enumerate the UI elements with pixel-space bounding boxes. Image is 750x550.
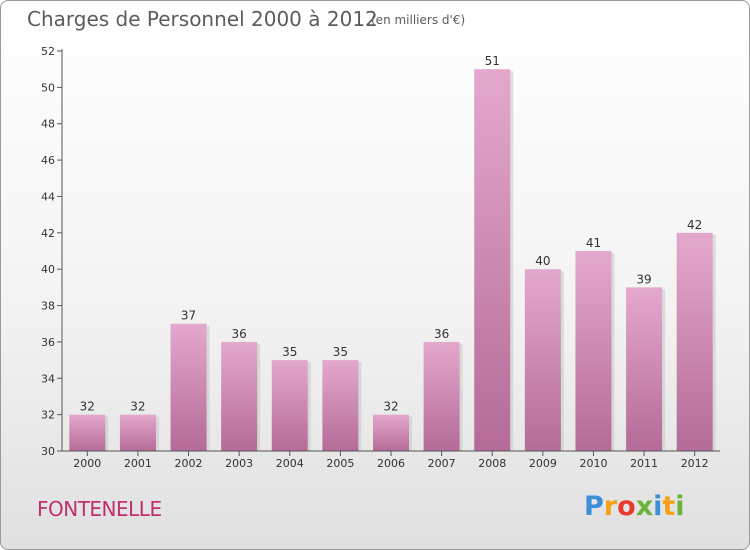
x-tick-label: 2010 (579, 457, 607, 470)
y-tick-label: 44 (41, 190, 55, 203)
y-tick-label: 52 (41, 45, 55, 58)
chart-title: Charges de Personnel 2000 à 2012 (27, 7, 378, 31)
y-tick-label: 40 (41, 263, 55, 276)
x-tick-label: 2000 (73, 457, 101, 470)
bar (373, 414, 409, 451)
y-tick-label: 48 (41, 118, 55, 131)
bar (322, 360, 359, 451)
y-tick-label: 36 (41, 336, 55, 349)
bar (119, 414, 156, 451)
logo-letter: t (662, 491, 676, 522)
data-label: 40 (535, 254, 550, 268)
proxiti-logo: Proxiti (584, 491, 685, 522)
bar (676, 232, 713, 451)
x-tick-label: 2004 (276, 457, 304, 470)
data-label: 32 (383, 400, 398, 414)
y-tick-label: 50 (41, 81, 55, 94)
x-tick-label: 2009 (529, 457, 557, 470)
x-tick-label: 2008 (478, 457, 506, 470)
x-tick-label: 2007 (428, 457, 456, 470)
data-label: 35 (282, 345, 297, 359)
bar (575, 251, 612, 451)
logo-letter: x (635, 491, 654, 522)
bar (474, 69, 511, 451)
data-label: 36 (232, 327, 247, 341)
logo-letter: r (603, 491, 618, 522)
y-tick-label: 46 (41, 154, 55, 167)
x-tick-label: 2003 (225, 457, 253, 470)
y-tick-label: 30 (41, 445, 55, 458)
bar (423, 341, 460, 451)
logo-letter: i (653, 491, 663, 522)
y-tick-label: 42 (41, 227, 55, 240)
logo-letter: P (584, 491, 604, 522)
x-tick-label: 2005 (326, 457, 354, 470)
x-tick-label: 2012 (681, 457, 709, 470)
y-tick-label: 32 (41, 409, 55, 422)
bar (170, 323, 207, 451)
x-tick-label: 2002 (175, 457, 203, 470)
data-label: 37 (181, 309, 196, 323)
x-tick-label: 2006 (377, 457, 405, 470)
bar (221, 341, 258, 451)
bar (626, 287, 663, 451)
y-tick-label: 34 (41, 372, 55, 385)
data-label: 51 (485, 54, 500, 68)
data-label: 35 (333, 345, 348, 359)
data-label: 32 (130, 400, 145, 414)
chart-subtitle: (en milliers d'€) (371, 13, 466, 27)
x-tick-label: 2001 (124, 457, 152, 470)
place-name: FONTENELLE (37, 497, 162, 521)
bar (271, 360, 308, 451)
data-label: 39 (636, 272, 651, 286)
bar (524, 269, 561, 451)
data-label: 41 (586, 236, 601, 250)
y-tick-label: 38 (41, 300, 55, 313)
x-tick-label: 2011 (630, 457, 658, 470)
logo-letter: o (617, 491, 636, 522)
data-label: 32 (80, 400, 95, 414)
bar (69, 414, 106, 451)
logo-letter: i (675, 491, 685, 522)
data-label: 42 (687, 218, 702, 232)
data-label: 36 (434, 327, 449, 341)
